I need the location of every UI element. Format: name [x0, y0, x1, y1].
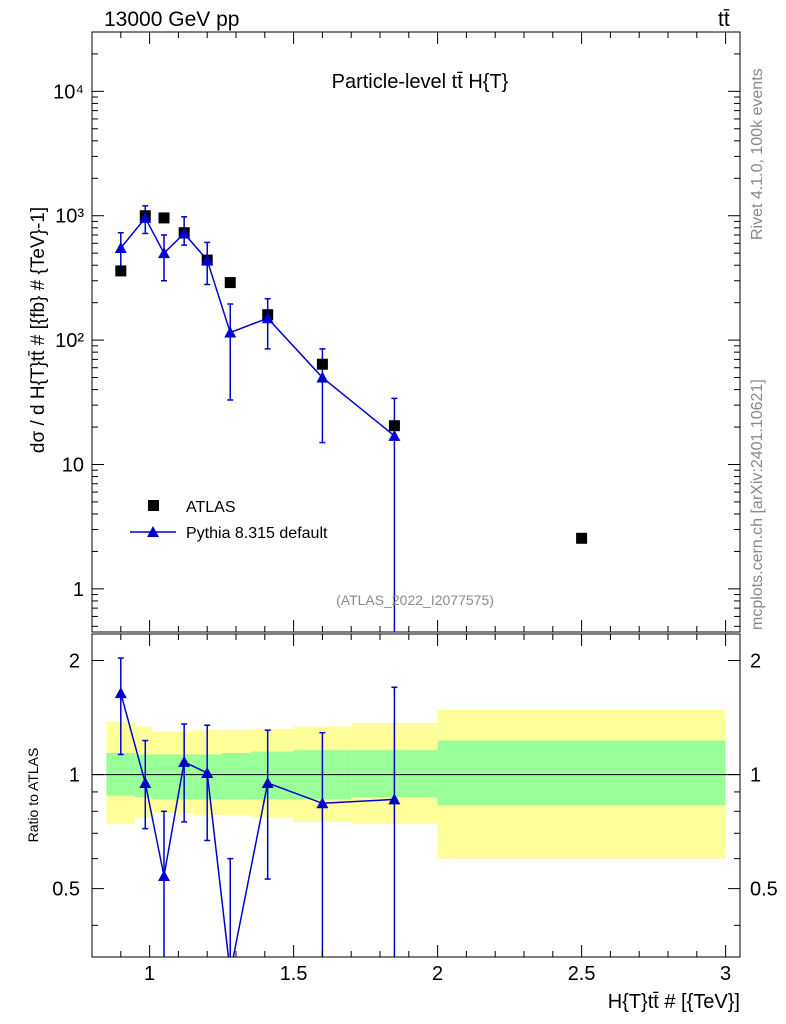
ratio-point [201, 766, 214, 778]
ratio-point [158, 869, 170, 881]
main-x-ticks [91, 32, 727, 632]
ratio-frame [91, 633, 741, 958]
ratio-point [178, 755, 191, 767]
x-tick-label: 2.5 [568, 963, 596, 985]
x-tick-label: 1 [144, 963, 155, 985]
main-y-ticks: 1 10 10² 10³ 10⁴ [53, 31, 740, 627]
pythia-point [261, 312, 274, 324]
legend-atlas-label: ATLAS [186, 499, 236, 516]
ratio-x-ticks: 1 1.5 2 2.5 3 [91, 634, 731, 985]
pythia-point [158, 247, 170, 259]
x-tick-label: 3 [720, 963, 731, 985]
atlas-point [576, 532, 588, 544]
ratio-point [388, 793, 401, 805]
ratio-y-tick-label-right: 0.5 [750, 879, 778, 901]
atlas-point [316, 358, 328, 370]
y-tick-label: 10⁴ [53, 81, 84, 103]
ratio-point [224, 967, 236, 978]
main-y-axis-label: dσ / d H{T}tt̄ # [{fb} # {TeV}-1] [28, 207, 49, 453]
pythia-point [388, 429, 401, 441]
ratio-point [139, 777, 152, 789]
ratio-point [114, 687, 127, 699]
atlas-point [388, 420, 400, 432]
atlas-point [224, 277, 236, 289]
site-label: mcplots.cern.ch [arXiv:2401.10621] [749, 379, 766, 630]
ratio-point [316, 797, 329, 809]
process-label: tt̄ [718, 8, 730, 31]
x-axis-label: H{T}tt̄ # [{TeV}] [608, 991, 740, 1013]
y-tick-label: 1 [73, 579, 84, 601]
y-tick-label: 10² [55, 330, 84, 352]
uncertainty-band-inner [437, 740, 726, 806]
energy-label: 13000 GeV pp [104, 8, 239, 31]
x-tick-label: 2 [432, 963, 443, 985]
ratio-y-axis-label: Ratio to ATLAS [25, 748, 41, 843]
x-tick-label: 1.5 [280, 963, 308, 985]
ratio-y-tick-label: 2 [69, 651, 80, 673]
pythia-point [114, 242, 127, 254]
main-title: Particle-level tt̄ H{T} [332, 71, 509, 93]
ratio-y-ticks: 0.5 0.5 1 1 2 2 [52, 651, 778, 926]
uncertainty-band-inner [221, 753, 251, 800]
ratio-point [261, 777, 274, 789]
ratio-y-tick-label-right: 2 [750, 651, 761, 673]
uncertainty-band-inner [152, 754, 176, 800]
pythia-point [201, 254, 214, 266]
ratio-y-tick-label: 1 [69, 765, 80, 787]
ratio-panel: 0.5 0.5 1 1 2 2 1 1.5 2 2.5 3 Ratio to ATLAS H{T}… [25, 633, 778, 1013]
main-panel: 1 10 10² 10³ 10⁴ Particle-level tt̄ H{T} (AT… [28, 31, 741, 633]
ratio-plot-area [92, 657, 740, 978]
pythia-point [139, 211, 152, 223]
rivet-label: Rivet 4.1.0, 100k events [749, 68, 766, 240]
legend: ATLAS Pythia 8.315 default [130, 499, 328, 542]
pythia-point [316, 371, 329, 383]
uncertainty-band-inner [250, 751, 294, 800]
atlas-point [158, 212, 170, 224]
y-tick-label: 10 [62, 454, 84, 476]
legend-pythia-marker [147, 526, 159, 537]
legend-atlas-marker [148, 500, 159, 511]
main-frame [91, 31, 741, 633]
pythia-line [120, 216, 395, 437]
pythia-point [224, 326, 237, 338]
ratio-y-tick-label-right: 1 [750, 765, 761, 787]
y-tick-label: 10³ [55, 206, 84, 228]
watermark: (ATLAS_2022_I2077575) [336, 592, 494, 608]
main-plot-area [114, 205, 588, 632]
atlas-point [115, 265, 127, 277]
pythia-point [178, 227, 191, 239]
ratio-y-tick-label: 0.5 [52, 879, 80, 901]
legend-pythia-label: Pythia 8.315 default [186, 525, 328, 542]
